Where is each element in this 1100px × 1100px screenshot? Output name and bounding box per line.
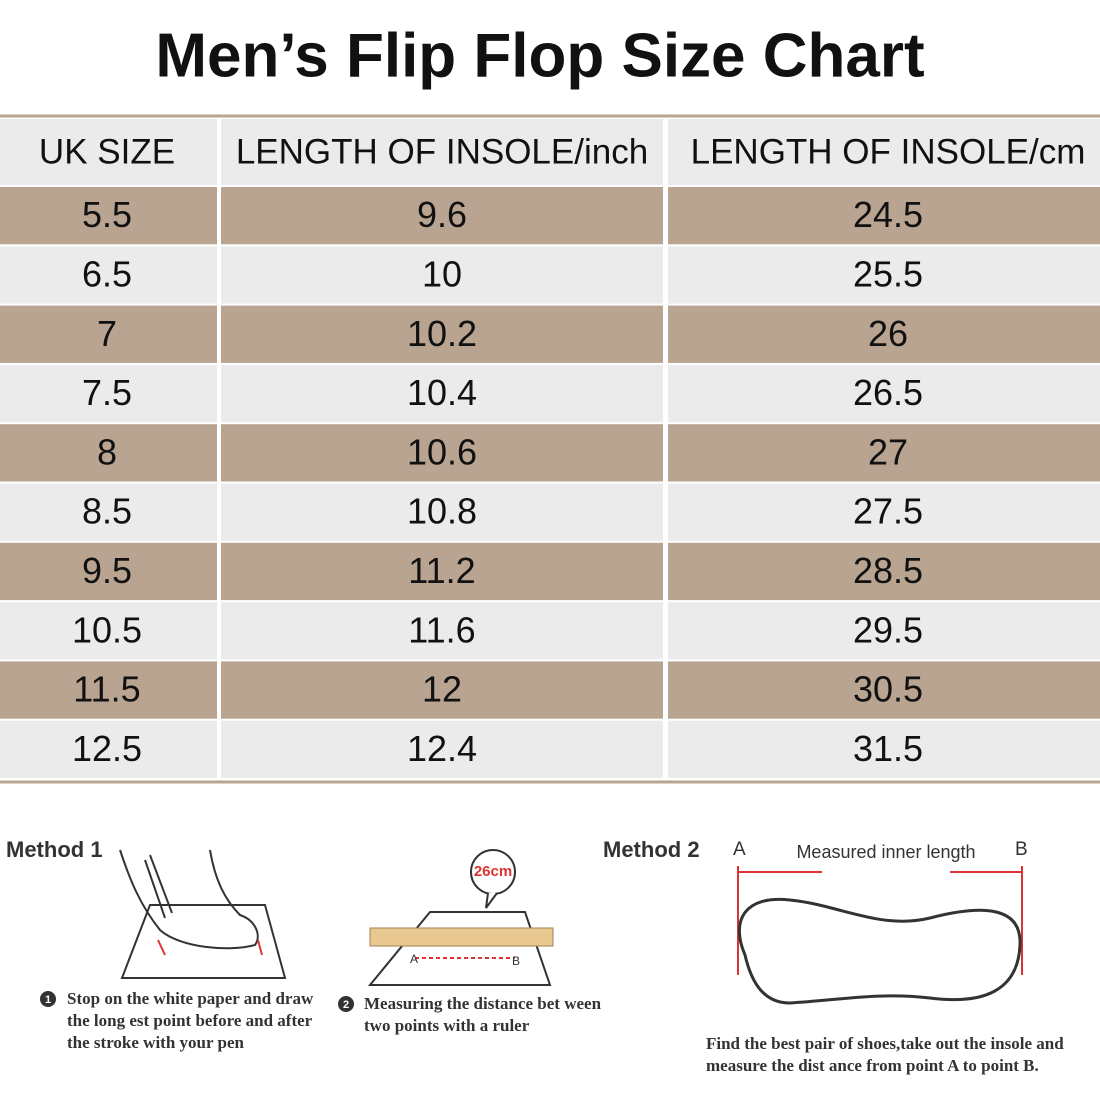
column-header: UK SIZE bbox=[39, 132, 175, 171]
point-label: B bbox=[512, 954, 520, 968]
table-cell bbox=[221, 602, 663, 660]
step-number: 2 bbox=[343, 999, 349, 1011]
cell-text: 11.2 bbox=[408, 550, 475, 591]
step-number: 1 bbox=[45, 994, 51, 1006]
cell-text: 11.5 bbox=[73, 669, 140, 710]
caption-line: two points with a ruler bbox=[364, 1016, 530, 1035]
cell-text: 10.2 bbox=[407, 313, 477, 354]
cell-text: 26.5 bbox=[853, 372, 923, 413]
step-marker bbox=[338, 996, 354, 1012]
cell-text: 10.8 bbox=[407, 491, 477, 532]
column-header: LENGTH OF INSOLE/inch bbox=[236, 132, 648, 171]
table-cell bbox=[668, 364, 1100, 423]
table-cell bbox=[221, 187, 663, 245]
cell-text: 12.4 bbox=[407, 728, 477, 769]
table-cell bbox=[221, 305, 663, 363]
cell-text: 12 bbox=[422, 669, 462, 710]
table-cell bbox=[668, 246, 1100, 304]
cell-text: 24.5 bbox=[853, 194, 923, 235]
table-cell bbox=[0, 661, 217, 719]
header-cell bbox=[221, 119, 663, 185]
table-cell bbox=[221, 424, 663, 482]
table-cell bbox=[668, 305, 1100, 363]
cell-text: 27 bbox=[868, 431, 908, 472]
table-cell bbox=[668, 483, 1100, 541]
cell-text: 27.5 bbox=[853, 491, 923, 532]
cell-text: 9.5 bbox=[82, 550, 132, 591]
table-cell bbox=[0, 483, 217, 541]
table-cell bbox=[0, 542, 217, 601]
measure-label: Measured inner length bbox=[796, 842, 975, 862]
captions: 1 Stop on the white paper and draw the lon… bbox=[40, 989, 1064, 1075]
cell-text: 11.6 bbox=[408, 609, 475, 650]
cell-text: 29.5 bbox=[853, 609, 923, 650]
table-cell bbox=[668, 542, 1100, 601]
cell-text: 10.4 bbox=[407, 372, 477, 413]
insole-illustration bbox=[737, 866, 1023, 1005]
measure-bubble: 26cm bbox=[474, 863, 512, 880]
cell-text: 12.5 bbox=[72, 728, 142, 769]
table-cell bbox=[0, 364, 217, 423]
table-cell bbox=[668, 602, 1100, 660]
cell-text: 7.5 bbox=[82, 372, 132, 413]
caption-line: the stroke with your pen bbox=[67, 1033, 244, 1052]
cell-text: 10.5 bbox=[72, 609, 142, 650]
table-cell bbox=[0, 305, 217, 363]
cell-text: 8 bbox=[97, 431, 117, 472]
caption-line: Find the best pair of shoes,take out the… bbox=[706, 1034, 1064, 1053]
caption-line: measure the dist ance from point A to po… bbox=[706, 1056, 1039, 1075]
caption-line: the long est point before and after bbox=[67, 1011, 313, 1030]
cell-text: 28.5 bbox=[853, 550, 923, 591]
cell-text: 9.6 bbox=[417, 194, 467, 235]
table-cell bbox=[221, 364, 663, 423]
header-cell bbox=[668, 119, 1100, 185]
column-header: LENGTH OF INSOLE/cm bbox=[691, 132, 1086, 171]
table-cell bbox=[0, 602, 217, 660]
title: Men’s Flip Flop Size Chart bbox=[155, 21, 924, 90]
ruler-illustration bbox=[367, 849, 554, 986]
cell-text: 6.5 bbox=[82, 253, 132, 294]
cell-text: 26 bbox=[868, 313, 908, 354]
table-cell bbox=[0, 424, 217, 482]
caption-line: Stop on the white paper and draw bbox=[67, 989, 314, 1008]
table-cell bbox=[668, 720, 1100, 778]
cell-text: 31.5 bbox=[853, 728, 923, 769]
size-table: UK SIZE LENGTH OF INSOLE/inch LENGTH OF IN… bbox=[0, 119, 1100, 778]
point-label: A bbox=[733, 839, 746, 860]
cell-text: 30.5 bbox=[853, 669, 923, 710]
table-cell bbox=[221, 661, 663, 719]
point-label: B bbox=[1015, 839, 1028, 860]
table-cell bbox=[221, 542, 663, 601]
method-title: Method 1 bbox=[6, 837, 103, 862]
table-cell bbox=[0, 720, 217, 778]
cell-text: 8.5 bbox=[82, 491, 132, 532]
cell-text: 7 bbox=[97, 313, 117, 354]
cell-text: 10.6 bbox=[407, 431, 477, 472]
table-cell bbox=[668, 661, 1100, 719]
table-cell bbox=[0, 246, 217, 304]
caption-line: Measuring the distance bet ween bbox=[364, 994, 602, 1013]
method-title: Method 2 bbox=[603, 837, 700, 862]
table-cell bbox=[221, 720, 663, 778]
table-cell bbox=[221, 246, 663, 304]
table-cell bbox=[0, 187, 217, 245]
table-cell bbox=[668, 424, 1100, 482]
point-label: A bbox=[410, 952, 418, 966]
step-marker bbox=[40, 991, 56, 1007]
cell-text: 25.5 bbox=[853, 253, 923, 294]
table-cell bbox=[668, 187, 1100, 245]
cell-text: 10 bbox=[422, 253, 462, 294]
header-cell bbox=[0, 119, 217, 185]
foot-illustration bbox=[119, 849, 287, 979]
cell-text: 5.5 bbox=[82, 194, 132, 235]
table-cell bbox=[221, 483, 663, 541]
